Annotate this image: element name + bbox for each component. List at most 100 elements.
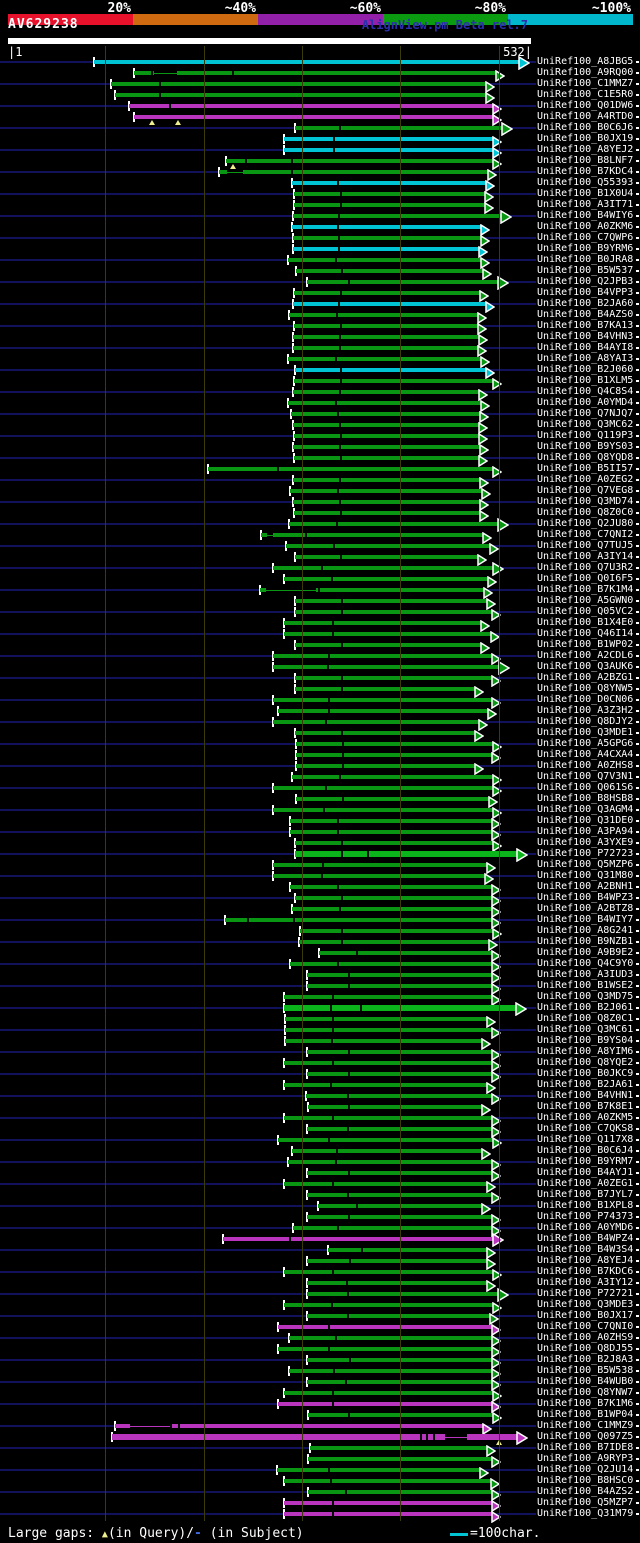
- hit-bar[interactable]: [293, 478, 481, 482]
- hit-bar[interactable]: [296, 764, 476, 768]
- hit-bar[interactable]: [295, 610, 493, 614]
- hit-bar[interactable]: [328, 1248, 487, 1252]
- hit-label[interactable]: UniRef100_Q097Z5: [537, 1431, 634, 1442]
- hit-label[interactable]: UniRef100_B1XPL8: [537, 1200, 634, 1211]
- hit-bar[interactable]: [208, 467, 495, 471]
- hit-bar[interactable]: [293, 214, 502, 218]
- hit-label[interactable]: UniRef100_A3YXE9: [537, 837, 634, 848]
- hit-label[interactable]: UniRef100_A5GPG6: [537, 738, 634, 749]
- hit-bar[interactable]: [289, 1336, 493, 1340]
- hit-label[interactable]: UniRef100_Q8YNW5: [537, 683, 634, 694]
- hit-bar[interactable]: [273, 863, 487, 867]
- hit-bar[interactable]: [278, 1347, 493, 1351]
- hit-label[interactable]: UniRef100_B4AZS0: [537, 309, 634, 320]
- hit-bar[interactable]: [260, 588, 485, 592]
- hit-label[interactable]: UniRef100_B4VHN1: [537, 1090, 634, 1101]
- hit-label[interactable]: UniRef100_P72721: [537, 1288, 634, 1299]
- hit-bar[interactable]: [294, 434, 480, 438]
- hit-label[interactable]: UniRef100_Q3MDE1: [537, 727, 634, 738]
- hit-label[interactable]: UniRef100_Q061S6: [537, 782, 634, 793]
- hit-bar[interactable]: [284, 632, 491, 636]
- hit-bar[interactable]: [294, 203, 486, 207]
- hit-bar[interactable]: [293, 1226, 493, 1230]
- hit-bar[interactable]: [294, 291, 481, 295]
- hit-bar[interactable]: [284, 148, 494, 152]
- hit-label[interactable]: UniRef100_B7K1M6: [537, 1398, 634, 1409]
- hit-bar[interactable]: [111, 82, 486, 86]
- hit-bar[interactable]: [261, 533, 484, 537]
- hit-label[interactable]: UniRef100_A8G241: [537, 925, 634, 936]
- hit-label[interactable]: UniRef100_A3IY12: [537, 1277, 634, 1288]
- hit-bar[interactable]: [299, 940, 490, 944]
- hit-bar[interactable]: [308, 1490, 494, 1494]
- hit-label[interactable]: UniRef100_B8LNF7: [537, 155, 634, 166]
- hit-bar[interactable]: [284, 1391, 494, 1395]
- hit-label[interactable]: UniRef100_A8YEJ4: [537, 1255, 634, 1266]
- hit-label[interactable]: UniRef100_A2BTZ8: [537, 903, 634, 914]
- hit-bar[interactable]: [290, 885, 493, 889]
- hit-bar[interactable]: [293, 423, 480, 427]
- hit-label[interactable]: UniRef100_B0C6J6: [537, 122, 634, 133]
- hit-label[interactable]: UniRef100_B1X0U4: [537, 188, 634, 199]
- hit-bar[interactable]: [294, 511, 481, 515]
- hit-label[interactable]: UniRef100_B9YRM6: [537, 243, 634, 254]
- hit-bar[interactable]: [307, 1259, 488, 1263]
- hit-bar[interactable]: [225, 918, 493, 922]
- hit-label[interactable]: UniRef100_Q5MZP7: [537, 1497, 634, 1508]
- hit-label[interactable]: UniRef100_A3IUD3: [537, 969, 634, 980]
- hit-bar[interactable]: [290, 819, 493, 823]
- hit-label[interactable]: UniRef100_Q4C9Y0: [537, 958, 634, 969]
- hit-bar[interactable]: [291, 412, 481, 416]
- hit-bar[interactable]: [285, 1028, 493, 1032]
- hit-bar[interactable]: [284, 1270, 494, 1274]
- hit-label[interactable]: UniRef100_B4WUB0: [537, 1376, 634, 1387]
- hit-bar[interactable]: [273, 874, 485, 878]
- hit-bar[interactable]: [273, 654, 493, 658]
- hit-bar[interactable]: [284, 1083, 487, 1087]
- hit-label[interactable]: UniRef100_A0YMD6: [537, 1222, 634, 1233]
- hit-bar[interactable]: [115, 93, 486, 97]
- hit-label[interactable]: UniRef100_B0JKC9: [537, 1068, 634, 1079]
- hit-bar[interactable]: [293, 390, 480, 394]
- hit-label[interactable]: UniRef100_Q7VEG8: [537, 485, 634, 496]
- hit-bar[interactable]: [284, 1501, 493, 1505]
- hit-bar[interactable]: [296, 269, 484, 273]
- hit-bar[interactable]: [319, 951, 494, 955]
- hit-label[interactable]: UniRef100_B0JRA8: [537, 254, 634, 265]
- hit-label[interactable]: UniRef100_Q2JPB3: [537, 276, 634, 287]
- hit-label[interactable]: UniRef100_Q05VC2: [537, 606, 634, 617]
- hit-bar[interactable]: [278, 1138, 494, 1142]
- hit-label[interactable]: UniRef100_A0YMD4: [537, 397, 634, 408]
- hit-label[interactable]: UniRef100_Q2JU14: [537, 1464, 634, 1475]
- hit-label[interactable]: UniRef100_C7QKS8: [537, 1123, 634, 1134]
- hit-label[interactable]: UniRef100_Q2JU80: [537, 518, 634, 529]
- hit-label[interactable]: UniRef100_A9RYP3: [537, 1453, 634, 1464]
- hit-label[interactable]: UniRef100_B7K1M4: [537, 584, 634, 595]
- hit-bar[interactable]: [284, 1303, 494, 1307]
- hit-bar[interactable]: [284, 1479, 491, 1483]
- hit-bar[interactable]: [295, 126, 503, 130]
- hit-label[interactable]: UniRef100_B4AYI8: [537, 342, 634, 353]
- hit-label[interactable]: UniRef100_A8YIM6: [537, 1046, 634, 1057]
- hit-label[interactable]: UniRef100_B8HSB8: [537, 793, 634, 804]
- hit-label[interactable]: UniRef100_Q3MC62: [537, 419, 634, 430]
- hit-label[interactable]: UniRef100_C7QNI2: [537, 529, 634, 540]
- hit-bar[interactable]: [288, 1160, 493, 1164]
- hit-label[interactable]: UniRef100_B4WPZ3: [537, 892, 634, 903]
- hit-label[interactable]: UniRef100_A0ZKM6: [537, 221, 634, 232]
- hit-label[interactable]: UniRef100_B4WIY6: [537, 210, 634, 221]
- hit-label[interactable]: UniRef100_Q3AGM4: [537, 804, 634, 815]
- hit-label[interactable]: UniRef100_B2JA61: [537, 1079, 634, 1090]
- hit-bar[interactable]: [284, 1512, 493, 1516]
- hit-label[interactable]: UniRef100_B4AYJ1: [537, 1167, 634, 1178]
- hit-label[interactable]: UniRef100_B1WSE2: [537, 980, 634, 991]
- hit-bar[interactable]: [292, 1149, 483, 1153]
- hit-bar[interactable]: [295, 731, 476, 735]
- hit-label[interactable]: UniRef100_A8YAI3: [537, 353, 634, 364]
- hit-bar[interactable]: [293, 236, 482, 240]
- hit-label[interactable]: UniRef100_B7KA13: [537, 320, 634, 331]
- hit-bar[interactable]: [289, 522, 499, 526]
- hit-label[interactable]: UniRef100_A0ZEG1: [537, 1178, 634, 1189]
- hit-label[interactable]: UniRef100_Q7TUJ5: [537, 540, 634, 551]
- hit-bar[interactable]: [278, 709, 488, 713]
